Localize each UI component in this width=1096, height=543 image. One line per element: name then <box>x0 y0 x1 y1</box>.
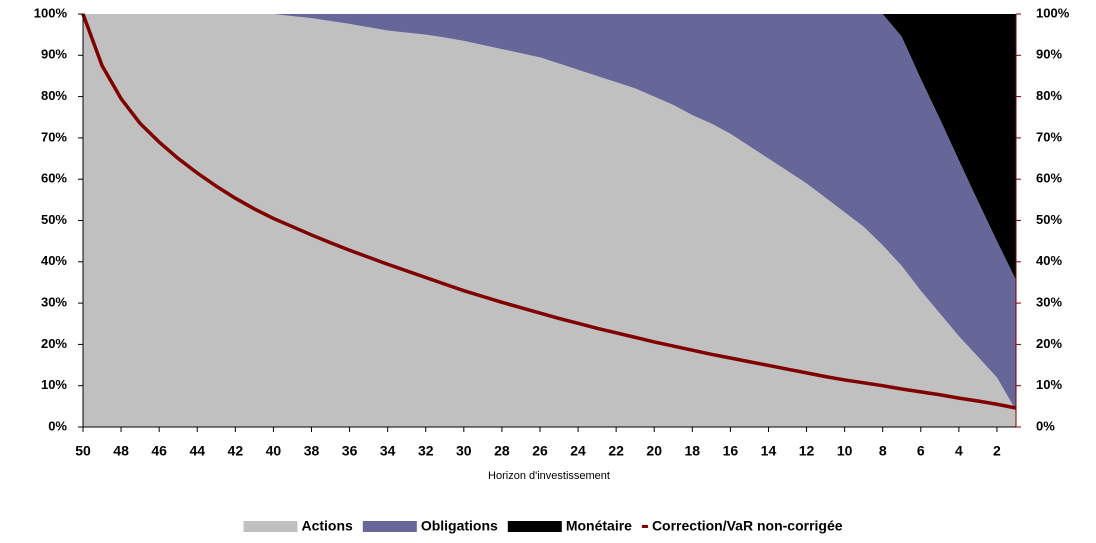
y-tick-label: 60% <box>41 171 67 186</box>
legend-label: Actions <box>301 518 353 534</box>
y2-tick-label: 0% <box>1036 418 1055 433</box>
x-tick-label: 10 <box>837 443 853 459</box>
x-tick-label: 50 <box>75 443 91 459</box>
y-tick-label: 50% <box>41 212 67 227</box>
x-tick-label: 14 <box>761 443 777 459</box>
legend-label: Correction/VaR non-corrigée <box>652 518 843 534</box>
y-tick-label: 80% <box>41 88 67 103</box>
x-tick-label: 28 <box>494 443 510 459</box>
y-tick-label: 30% <box>41 295 67 310</box>
y-tick-label: 40% <box>41 253 67 268</box>
y-tick-label: 70% <box>41 129 67 144</box>
x-tick-label: 42 <box>228 443 244 459</box>
y2-tick-label: 10% <box>1036 377 1062 392</box>
legend-swatch <box>507 521 562 532</box>
y2-tick-label: 40% <box>1036 253 1062 268</box>
y2-tick-label: 100% <box>1036 5 1070 20</box>
y2-tick-label: 60% <box>1036 171 1062 186</box>
x-tick-label: 32 <box>418 443 434 459</box>
x-tick-label: 34 <box>380 443 396 459</box>
y2-tick-label: 30% <box>1036 295 1062 310</box>
x-tick-label: 44 <box>189 443 205 459</box>
x-tick-label: 2 <box>993 443 1001 459</box>
legend-swatch <box>243 521 298 532</box>
legend-swatch <box>641 525 648 528</box>
area <box>83 14 1016 411</box>
y2-tick-label: 20% <box>1036 336 1062 351</box>
x-tick-label: 30 <box>456 443 472 459</box>
legend-swatch <box>362 521 417 532</box>
x-tick-label: 24 <box>570 443 586 459</box>
x-tick-label: 20 <box>646 443 662 459</box>
x-tick-label: 18 <box>685 443 701 459</box>
x-tick-label: 36 <box>342 443 358 459</box>
y-tick-label: 100% <box>34 5 68 20</box>
area <box>83 14 1016 427</box>
legend-label: Obligations <box>421 518 498 534</box>
x-tick-label: 4 <box>955 443 963 459</box>
legend-label: Monétaire <box>566 518 632 534</box>
y2-tick-label: 70% <box>1036 129 1062 144</box>
x-tick-label: 8 <box>879 443 887 459</box>
line <box>81 13 1017 410</box>
x-tick-label: 26 <box>532 443 548 459</box>
y-tick-label: 90% <box>41 47 67 62</box>
y2-tick-label: 90% <box>1036 47 1062 62</box>
x-tick-label: 12 <box>799 443 815 459</box>
x-tick-label: 46 <box>151 443 167 459</box>
y2-tick-label: 80% <box>1036 88 1062 103</box>
y-tick-label: 0% <box>48 418 67 433</box>
y-tick-label: 20% <box>41 336 67 351</box>
x-tick-label: 38 <box>304 443 320 459</box>
x-tick-label: 48 <box>113 443 129 459</box>
x-tick-label: 6 <box>917 443 925 459</box>
x-tick-label: 16 <box>723 443 739 459</box>
area <box>83 14 1016 280</box>
x-tick-label: 22 <box>608 443 624 459</box>
x-axis-title: Horizon d'investissement <box>488 470 610 482</box>
y2-tick-label: 50% <box>1036 212 1062 227</box>
x-tick-label: 40 <box>266 443 282 459</box>
y-tick-label: 10% <box>41 377 67 392</box>
